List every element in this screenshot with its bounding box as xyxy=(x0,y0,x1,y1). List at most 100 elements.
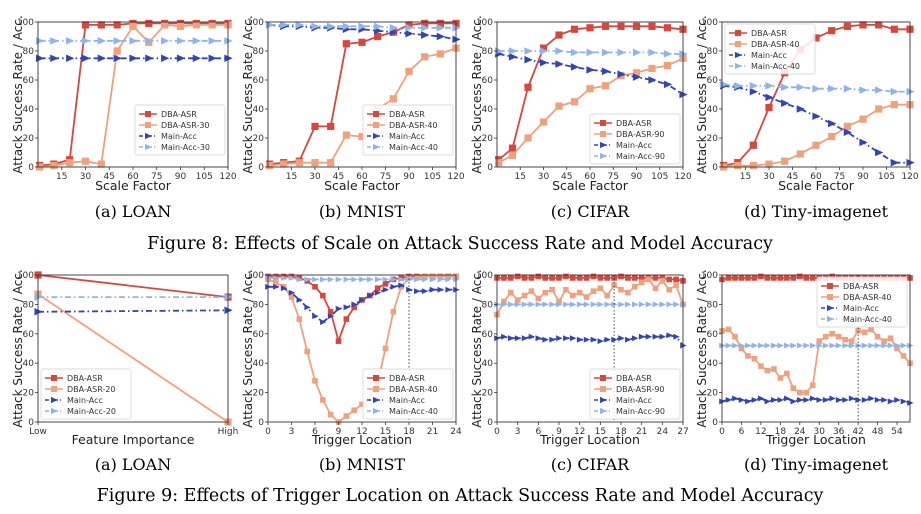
chart-3-series-3-point xyxy=(586,66,595,74)
chart-7-series-3-point xyxy=(501,333,508,340)
chart-6-y-tick-label: 0 xyxy=(258,418,264,428)
chart-4-series-4-point xyxy=(875,86,884,94)
chart-8-series-3-point xyxy=(751,397,759,403)
chart-6-x-tick-label: 0 xyxy=(265,427,271,437)
chart-6-series-3-point xyxy=(437,286,444,293)
chart-tiny-imagenet-trigger-location: 0 20 40 60 80 100 0 6 12 18 24 30 36 42 48 54 Attack Suc… xyxy=(695,269,914,474)
chart-3-y-tick-label: 80 xyxy=(482,47,494,57)
chart-6-series-3-point xyxy=(288,289,296,296)
chart-8-series-2-point xyxy=(881,338,887,344)
chart-7-series-2-point xyxy=(645,276,652,283)
chart-5-y-tick-label: 40 xyxy=(23,359,35,369)
chart-7-series-3-point xyxy=(604,336,611,343)
chart-1-x-tick-label: 45 xyxy=(104,172,115,182)
chart-8-series-4-point xyxy=(732,342,739,349)
chart-6-series-line-3 xyxy=(268,284,456,324)
chart-4-legend: DBA-ASR DBA-ASR-40 Main-Acc Main-Acc-40 xyxy=(724,23,816,75)
chart-5-y-tick-label: 80 xyxy=(23,300,35,310)
chart-3-series-4-point xyxy=(617,48,626,57)
chart-8-series-3-point xyxy=(887,398,895,405)
chart-6-series-4-point xyxy=(351,276,358,283)
chart-6-series-2-point xyxy=(288,294,295,300)
chart-7-series-2-point xyxy=(673,282,679,289)
chart-2-series-4-point xyxy=(374,22,383,31)
chart-7-series-3-point xyxy=(645,333,653,340)
chart-3-y-axis-label: Attack Success Rate / Acc. xyxy=(470,15,484,173)
chart-1-series-3-point xyxy=(176,54,186,63)
chart-8-series-3-point xyxy=(771,397,778,403)
chart-2-y-tick-label: 60 xyxy=(253,76,265,86)
chart-1-y-tick-label: 40 xyxy=(23,105,35,115)
chart-8-legend-swatch-marker xyxy=(827,304,834,312)
chart-6-subcaption: (b) MNIST xyxy=(319,455,405,474)
chart-6-legend-swatch-marker xyxy=(373,386,379,392)
chart-3-y-tick-label: 40 xyxy=(482,105,494,115)
chart-8-series-2-point xyxy=(764,367,771,374)
chart-6-series-4-point xyxy=(273,275,280,281)
chart-7-x-tick-label: 9 xyxy=(556,427,562,437)
chart-3-x-tick-label: 60 xyxy=(584,172,596,182)
chart-4-series-2-point xyxy=(890,101,898,109)
chart-1-legend-entry: DBA-ASR-30 xyxy=(161,121,210,130)
chart-3-legend-entry: Main-Acc-90 xyxy=(616,152,665,161)
chart-1-x-axis-label: Scale Factor xyxy=(95,178,172,193)
chart-7-series-2-point xyxy=(604,292,611,299)
chart-7-series-1-point xyxy=(659,275,666,281)
chart-7-series-1-point xyxy=(542,275,549,281)
chart-2-series-2-point xyxy=(405,67,413,75)
chart-3-legend-swatch-marker xyxy=(600,120,606,126)
chart-6-series-1-point xyxy=(327,308,334,315)
chart-6-series-1-point xyxy=(343,316,350,322)
chart-4-series-3-point xyxy=(812,112,821,121)
chart-4-legend-entry: Main-Acc xyxy=(751,51,787,60)
chart-8-legend: DBA-ASR DBA-ASR-40 Main-Acc Main-Acc-40 xyxy=(816,276,908,328)
chart-7-series-1-point xyxy=(556,275,562,281)
chart-5-x-tick-label: High xyxy=(218,427,239,437)
chart-4-series-3-point xyxy=(828,119,837,128)
chart-8-x-axis-label: Trigger Location xyxy=(765,432,866,447)
chart-1-series-2-point xyxy=(161,21,169,29)
chart-8-series-3-point xyxy=(796,397,804,403)
chart-6-series-4-point xyxy=(414,276,421,283)
chart-8-legend-swatch-marker xyxy=(827,294,833,300)
chart-6-x-axis-label: Trigger Location xyxy=(311,432,412,447)
chart-7-series-2-point xyxy=(501,298,507,305)
figure-9-caption: Figure 9: Effects of Trigger Location on… xyxy=(97,486,824,506)
chart-2-series-2-point xyxy=(389,95,397,103)
chart-7-series-4-point xyxy=(501,301,508,308)
chart-7-series-2-point xyxy=(569,292,576,299)
chart-6-legend-entry: Main-Acc-40 xyxy=(389,407,438,416)
chart-3-series-4-point xyxy=(586,48,595,57)
chart-8-series-4-point xyxy=(842,342,849,349)
chart-6-series-1-point xyxy=(351,304,357,311)
chart-8-series-1-point xyxy=(745,275,751,281)
chart-1-x-tick-label: 90 xyxy=(175,172,187,182)
chart-4-series-line-2 xyxy=(723,103,910,168)
chart-8-series-3-point xyxy=(835,397,843,403)
chart-8-series-3-point xyxy=(725,397,733,403)
chart-8-x-tick-label: 30 xyxy=(814,427,826,437)
chart-7-series-4-point xyxy=(549,301,556,308)
chart-7-series-1-point xyxy=(521,275,528,281)
chart-8-series-2-point xyxy=(874,333,881,340)
chart-2-x-tick-label: 120 xyxy=(447,172,464,182)
chart-3-y-tick-label: 100 xyxy=(476,18,493,28)
chart-1-x-tick-label: 75 xyxy=(151,172,162,182)
chart-6-legend-entry: DBA-ASR xyxy=(389,374,425,383)
chart-2-legend-swatch-marker xyxy=(373,122,379,128)
chart-1-series-4-point xyxy=(129,37,138,45)
chart-6-series-3-point xyxy=(280,285,288,292)
chart-7-series-3-point xyxy=(535,335,542,342)
chart-3-series-4-point xyxy=(524,47,533,55)
chart-3-series-3-point xyxy=(679,90,688,99)
chart-8-series-3-point xyxy=(732,395,739,402)
chart-8-series-1-point xyxy=(809,275,816,281)
chart-6-series-4-point xyxy=(398,276,405,283)
chart-8-series-4-point xyxy=(809,342,817,349)
chart-6-series-4-point xyxy=(367,276,374,283)
chart-1-legend-swatch-marker xyxy=(145,132,152,140)
chart-4-series-line-3 xyxy=(723,84,910,164)
chart-8-series-1-point xyxy=(725,275,732,281)
chart-4-series-2-point xyxy=(828,132,836,141)
chart-2-legend-swatch-marker xyxy=(373,143,380,151)
